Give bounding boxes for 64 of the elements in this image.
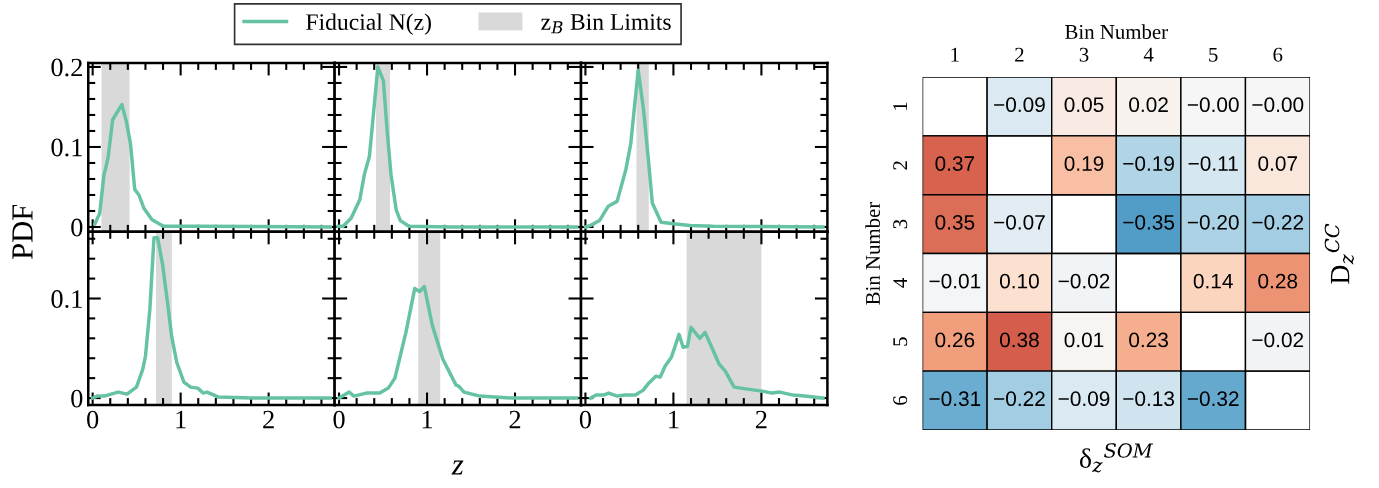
x-tick-label: 0 — [579, 410, 592, 429]
data-label: 0.23 — [1129, 332, 1168, 348]
x-axis-title: z — [451, 460, 464, 475]
data-label: −0.11 — [1188, 156, 1238, 171]
x-axis-title: Bin Number — [1065, 24, 1168, 39]
data-label: 0.28 — [1258, 273, 1298, 289]
x-tick-label: 1 — [669, 410, 679, 429]
data-label: −0.09 — [994, 97, 1045, 113]
x-tick-label: 3 — [1079, 47, 1089, 62]
text: D$_{z}$$^{CC}$ — [1324, 223, 1354, 284]
legend-label: z$_{B}$ Bin Limits — [541, 14, 671, 34]
data-label: −0.22 — [1252, 214, 1304, 230]
data-label: −0.00 — [1187, 97, 1239, 113]
x-tick-label: 1 — [422, 410, 433, 429]
y-tick-label: 1 — [893, 102, 907, 110]
y-tick-label: 6 — [893, 395, 908, 405]
data-label: −0.20 — [1187, 214, 1239, 230]
x-tick-label: 1 — [176, 410, 186, 429]
data-label: −0.35 — [1123, 214, 1175, 230]
data-label: 0.02 — [1129, 97, 1168, 113]
x-tick-label: 2 — [755, 410, 767, 429]
data-label: 0.07 — [1258, 156, 1297, 171]
data-label: −0.07 — [994, 214, 1045, 230]
data-label: 0.19 — [1064, 156, 1104, 171]
x-tick-label: 0 — [87, 410, 99, 429]
y-axis-title: Bin Number — [865, 201, 880, 305]
data-label: 0.38 — [999, 332, 1039, 348]
x-tick-label: 2 — [1015, 47, 1024, 62]
data-label: −0.01 — [929, 273, 981, 289]
x-tick-label: 4 — [1143, 47, 1154, 62]
data-label: 0.26 — [935, 332, 975, 348]
y-tick-label: 0.2 — [51, 58, 82, 77]
y-tick-label: 5 — [893, 337, 908, 346]
data-label: 0.35 — [935, 214, 975, 230]
data-label: −0.31 — [929, 391, 981, 407]
data-label: −0.02 — [1252, 332, 1304, 348]
data-label: −0.13 — [1123, 391, 1175, 407]
y-tick-label: 4 — [893, 278, 907, 288]
y-tick-label: 2 — [893, 161, 907, 170]
data-label: −0.02 — [1058, 273, 1110, 289]
y-tick-label: 0.1 — [51, 290, 82, 309]
data-label: −0.00 — [1252, 97, 1304, 113]
x-tick-label: 0 — [333, 410, 345, 429]
y-tick-label: 0 — [71, 218, 83, 237]
data-label: 0.14 — [1193, 273, 1233, 289]
y-tick-label: 3 — [893, 219, 908, 229]
y-tick-label: 0 — [71, 389, 83, 408]
legend-label: Fiducial N(z) — [306, 13, 431, 35]
y-tick-label: 0.1 — [51, 138, 82, 157]
data-label: 0.05 — [1064, 97, 1104, 113]
x-tick-label: 1 — [951, 47, 959, 62]
data-label: −0.32 — [1187, 391, 1239, 407]
text: δ$_{z}$$^{SOM}$ — [1079, 443, 1154, 473]
data-label: 0.10 — [999, 273, 1039, 289]
x-tick-label: 2 — [509, 410, 521, 429]
x-tick-label: 5 — [1209, 47, 1218, 62]
x-tick-label: 2 — [263, 410, 274, 429]
data-label: 0.37 — [935, 156, 975, 171]
data-label: 0.01 — [1064, 332, 1104, 348]
x-tick-label: 6 — [1273, 47, 1283, 62]
data-label: −0.22 — [994, 391, 1045, 407]
y-axis-title: PDF — [12, 204, 33, 259]
data-label: −0.09 — [1058, 391, 1110, 407]
data-label: −0.19 — [1123, 156, 1174, 171]
